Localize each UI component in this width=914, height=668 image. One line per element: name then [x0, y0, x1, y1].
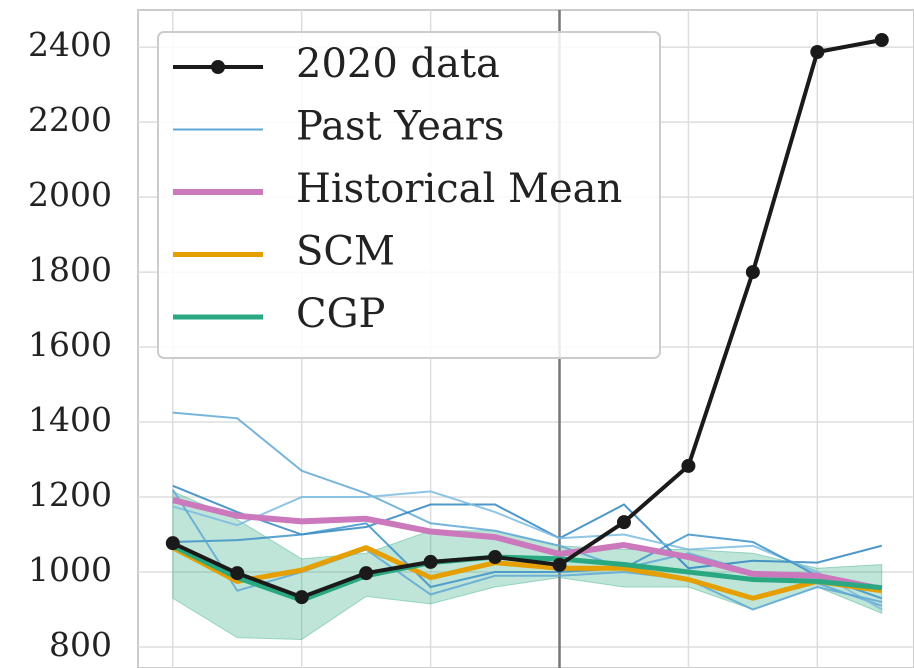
past-year-line: [172, 484, 883, 570]
data-point: [165, 536, 180, 551]
y-tick-label: 1800: [28, 250, 112, 289]
legend-label: Historical Mean: [296, 166, 622, 212]
y-tick-label: 1600: [28, 325, 112, 364]
past-year-line: [172, 522, 883, 600]
past-year-line: [172, 490, 883, 611]
legend: 2020 data Past Years Historical Mean SCM CGP: [157, 31, 661, 359]
y-tick-label: 2400: [28, 25, 112, 64]
y-tick-label: 2200: [28, 100, 112, 139]
legend-label: CGP: [296, 291, 385, 337]
data-point: [294, 590, 309, 605]
y-tick-label: 1000: [28, 550, 112, 589]
data-point: [810, 44, 825, 59]
data-point: [488, 550, 503, 565]
legend-marker: [211, 60, 225, 74]
axes: 800 1000 1200 1400 1600 1800 2000 2200 2400: [28, 25, 112, 664]
data-point: [874, 32, 889, 47]
series-line: [171, 543, 883, 603]
data-point: [423, 554, 438, 569]
legend-box: [157, 31, 661, 359]
past-year-line: [171, 488, 883, 611]
data-point: [745, 265, 760, 280]
y-tick-label: 1400: [28, 400, 112, 439]
data-point: [616, 515, 631, 530]
data-point: [552, 557, 567, 572]
y-tick-label: 2000: [28, 175, 112, 214]
data-point: [681, 458, 696, 473]
legend-label: 2020 data: [296, 41, 500, 87]
data-point: [230, 566, 245, 581]
legend-label: Past Years: [296, 104, 504, 150]
series-line: [171, 38, 883, 600]
y-tick-label: 800: [49, 625, 112, 664]
series-line: [172, 497, 883, 592]
data-point: [359, 566, 374, 581]
series-line: [171, 545, 883, 601]
legend-label: SCM: [296, 229, 395, 275]
y-tick-label: 1200: [28, 475, 112, 514]
